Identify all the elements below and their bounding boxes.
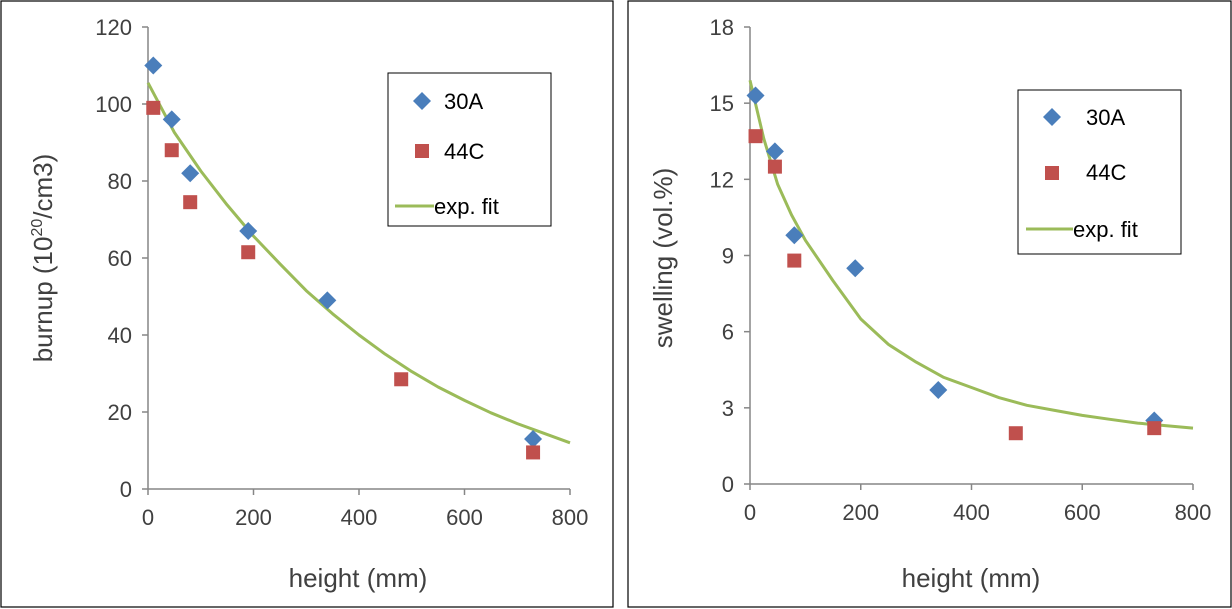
y-tick-label: 12 — [710, 167, 734, 192]
data-point-44C — [1008, 426, 1023, 441]
y-tick-label: 18 — [710, 15, 734, 40]
legend-label-44C: 44C — [444, 139, 484, 164]
data-point-30A — [181, 164, 200, 183]
data-point-44C — [767, 159, 782, 174]
fit-line — [748, 79, 1194, 430]
swelling-chart: 0 3 6 9 12 15 18 0 200 400 600 800 swelling (vol.%)… — [627, 0, 1232, 608]
data-point-30A — [785, 226, 804, 245]
x-tick-label: 400 — [341, 505, 378, 530]
data-point-44C — [394, 372, 409, 387]
x-tick-label: 800 — [1175, 500, 1212, 525]
data-point-30A — [765, 142, 784, 161]
y-tick-label: 15 — [710, 91, 734, 116]
x-tick-label: 800 — [552, 505, 589, 530]
y-axis-title: burnup (1020/cm3) — [28, 154, 58, 363]
data-point-30A — [746, 86, 765, 105]
y-tick-label: 120 — [95, 15, 132, 40]
fit-line — [146, 82, 571, 445]
data-point-44C — [787, 253, 802, 268]
data-point-44C — [146, 100, 161, 115]
x-tick-label: 200 — [235, 505, 272, 530]
y-axis-title: swelling (vol.%) — [648, 168, 678, 349]
legend: 30A 44C exp. fit — [387, 72, 552, 227]
y-tick-label: 0 — [722, 472, 734, 497]
x-tick-label: 200 — [842, 500, 879, 525]
y-tick-label: 6 — [722, 320, 734, 345]
x-tick-label: 600 — [1064, 500, 1101, 525]
data-point-44C — [1147, 421, 1162, 436]
legend-marker-30A — [1043, 108, 1061, 126]
plot-area: 0 3 6 9 12 15 18 0 200 400 600 800 — [710, 15, 1212, 525]
legend-marker-44C — [1045, 166, 1059, 180]
legend-marker-30A — [413, 92, 431, 110]
y-tick-label: 3 — [722, 396, 734, 421]
legend-label-exp-fit: exp. fit — [1073, 217, 1138, 242]
data-point-30A — [144, 56, 163, 75]
data-point-30A — [524, 429, 543, 448]
legend-marker-44C — [415, 144, 429, 158]
legend-label-30A: 30A — [444, 89, 483, 114]
x-axis-title: height (mm) — [902, 563, 1041, 593]
legend-label-exp-fit: exp. fit — [434, 194, 499, 219]
x-tick-label: 0 — [744, 500, 756, 525]
y-tick-label: 40 — [108, 323, 132, 348]
data-point-44C — [241, 245, 256, 260]
y-tick-label: 20 — [108, 400, 132, 425]
data-point-30A — [318, 291, 337, 310]
y-axis-title-superscript: 20 — [29, 219, 46, 237]
data-point-44C — [164, 143, 179, 158]
y-axis-title-part-1: burnup (10 — [28, 237, 58, 363]
x-tick-label: 400 — [953, 500, 990, 525]
data-point-30A — [239, 222, 258, 241]
x-tick-label: 600 — [446, 505, 483, 530]
data-point-30A — [162, 110, 181, 129]
y-tick-label: 0 — [120, 477, 132, 502]
y-tick-label: 9 — [722, 244, 734, 269]
data-point-30A — [929, 381, 948, 400]
plot-area: 0 20 40 60 80 100 120 0 200 400 600 800 — [95, 15, 588, 530]
legend-label-30A: 30A — [1086, 105, 1125, 130]
y-tick-label: 80 — [108, 169, 132, 194]
data-point-44C — [748, 129, 763, 144]
legend-label-44C: 44C — [1086, 160, 1126, 185]
x-axis-title: height (mm) — [289, 563, 428, 593]
data-point-44C — [183, 195, 198, 210]
legend: 30A 44C exp. fit — [1017, 89, 1182, 255]
x-tick-label: 0 — [142, 505, 154, 530]
data-point-44C — [526, 445, 541, 460]
y-tick-label: 100 — [95, 92, 132, 117]
y-axis-title-part-2: /cm3) — [28, 154, 58, 219]
y-tick-label: 60 — [108, 246, 132, 271]
data-point-30A — [846, 259, 865, 278]
